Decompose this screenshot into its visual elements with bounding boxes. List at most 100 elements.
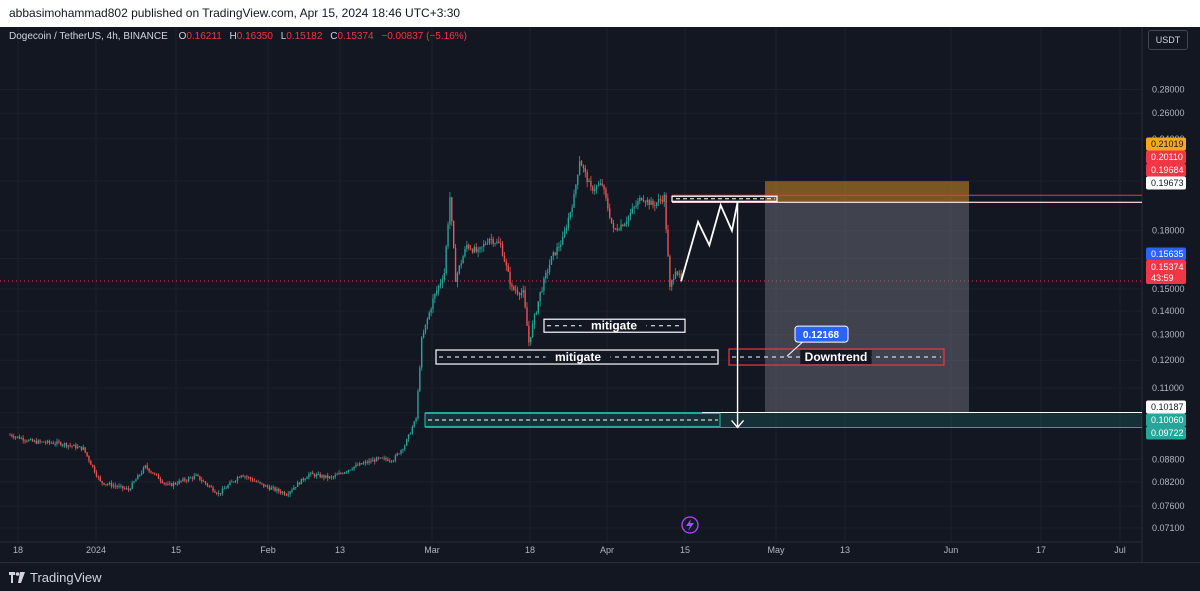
candle-body	[610, 217, 613, 224]
candle-body	[578, 161, 581, 175]
demand-zone-box[interactable]	[424, 412, 721, 428]
mitigate-upper-label: mitigate	[591, 319, 637, 333]
candle-body	[131, 482, 133, 489]
candle-body	[490, 238, 492, 240]
candle-body	[575, 184, 577, 195]
mitigate-lower-box[interactable]	[435, 349, 719, 365]
candle-body	[24, 440, 26, 442]
price-label-badge	[1146, 176, 1186, 190]
candle-body	[92, 464, 94, 467]
candle-body	[120, 485, 122, 487]
candle-body	[417, 391, 419, 419]
candle-body	[16, 436, 19, 438]
close-value: 0.15374	[337, 31, 374, 42]
downtrend-label: Downtrend	[805, 350, 868, 364]
candle-body	[573, 194, 575, 208]
candle-body	[78, 446, 81, 448]
candle-body	[631, 208, 633, 213]
candle-body	[37, 440, 39, 444]
candle-body	[248, 477, 250, 479]
supply-zone-box[interactable]	[671, 195, 778, 202]
mitigate-upper-box[interactable]	[543, 318, 686, 333]
candle-body	[310, 472, 312, 474]
candle-body	[545, 272, 547, 279]
candle-body	[219, 493, 222, 494]
candle-body	[122, 485, 124, 489]
candle-body	[123, 488, 126, 490]
currency-button[interactable]: USDT	[1148, 30, 1188, 50]
callout-label: 0.12168	[803, 330, 840, 341]
demand-zone[interactable]	[425, 412, 1142, 428]
candle-body	[543, 278, 545, 291]
candle-body	[637, 201, 639, 206]
downtrend-box[interactable]	[728, 348, 945, 366]
candle-body	[75, 444, 77, 449]
candle-body	[443, 272, 445, 280]
candle-body	[531, 323, 534, 337]
candle-body	[240, 475, 242, 478]
candle-body	[550, 256, 553, 265]
candle-body	[409, 433, 412, 435]
candle-body	[674, 271, 677, 279]
candle-body	[249, 477, 252, 480]
candle-body	[325, 475, 327, 478]
candle-body	[204, 481, 207, 484]
candle-body	[101, 481, 103, 483]
symbol-name[interactable]: Dogecoin / TetherUS, 4h, BINANCE	[9, 31, 168, 42]
price-tick-label: 0.26000	[1152, 108, 1185, 118]
candle-body	[332, 476, 335, 478]
chart-area[interactable]: mitigate mitigate Downtrend 0.12168 0.28000 0…	[0, 27, 1200, 562]
candle-body	[61, 444, 64, 446]
change-value: −0.00837 (−5.16%)	[381, 31, 467, 42]
candle-body	[246, 476, 248, 478]
candle-body	[404, 445, 406, 450]
candle-body	[174, 482, 177, 485]
candle-body	[95, 472, 98, 477]
price-label-badge	[1146, 426, 1186, 440]
candle-body	[56, 441, 58, 444]
candle-body	[593, 189, 596, 191]
candle-body	[195, 474, 197, 476]
candle-body	[298, 482, 301, 485]
candle-body	[678, 273, 680, 275]
candle-body	[139, 474, 141, 476]
candle-body	[520, 292, 523, 296]
candle-body	[436, 290, 438, 294]
candle-body	[415, 418, 417, 422]
candle-body	[338, 473, 340, 475]
candle-body	[321, 475, 323, 478]
candle-body	[375, 457, 378, 462]
candle-body	[659, 199, 662, 200]
tradingview-logo[interactable]: TradingView	[9, 569, 102, 585]
candle-body	[509, 271, 511, 285]
candle-body	[499, 242, 502, 245]
candle-body	[257, 481, 259, 483]
candle-body	[439, 282, 442, 286]
candle-body	[112, 485, 115, 487]
candle-body	[334, 475, 336, 477]
candle-body	[50, 442, 53, 444]
candle-body	[63, 443, 66, 445]
candle-body	[268, 487, 271, 490]
candle-body	[618, 229, 620, 231]
candle-body	[345, 471, 348, 473]
candle-body	[635, 205, 637, 208]
take-profit-zone[interactable]	[765, 202, 969, 413]
price-label-badge	[1146, 247, 1186, 261]
candle-body	[86, 452, 88, 457]
candle-body	[586, 172, 588, 182]
candle-body	[186, 480, 188, 482]
candle-body	[413, 421, 415, 428]
candle-body	[496, 241, 498, 244]
price-chart[interactable]: mitigate mitigate Downtrend 0.12168 0.28000 0…	[0, 27, 1200, 562]
candle-body	[672, 278, 675, 281]
price-label-text: 0.09722	[1151, 428, 1184, 438]
candle-body	[548, 264, 551, 272]
callout-box[interactable]	[794, 325, 849, 343]
stop-loss-zone[interactable]	[765, 181, 969, 203]
events-icon[interactable]	[681, 516, 699, 534]
candle-body	[184, 478, 186, 481]
candle-body	[595, 185, 598, 190]
candle-body	[291, 489, 293, 492]
candle-body	[264, 485, 267, 487]
